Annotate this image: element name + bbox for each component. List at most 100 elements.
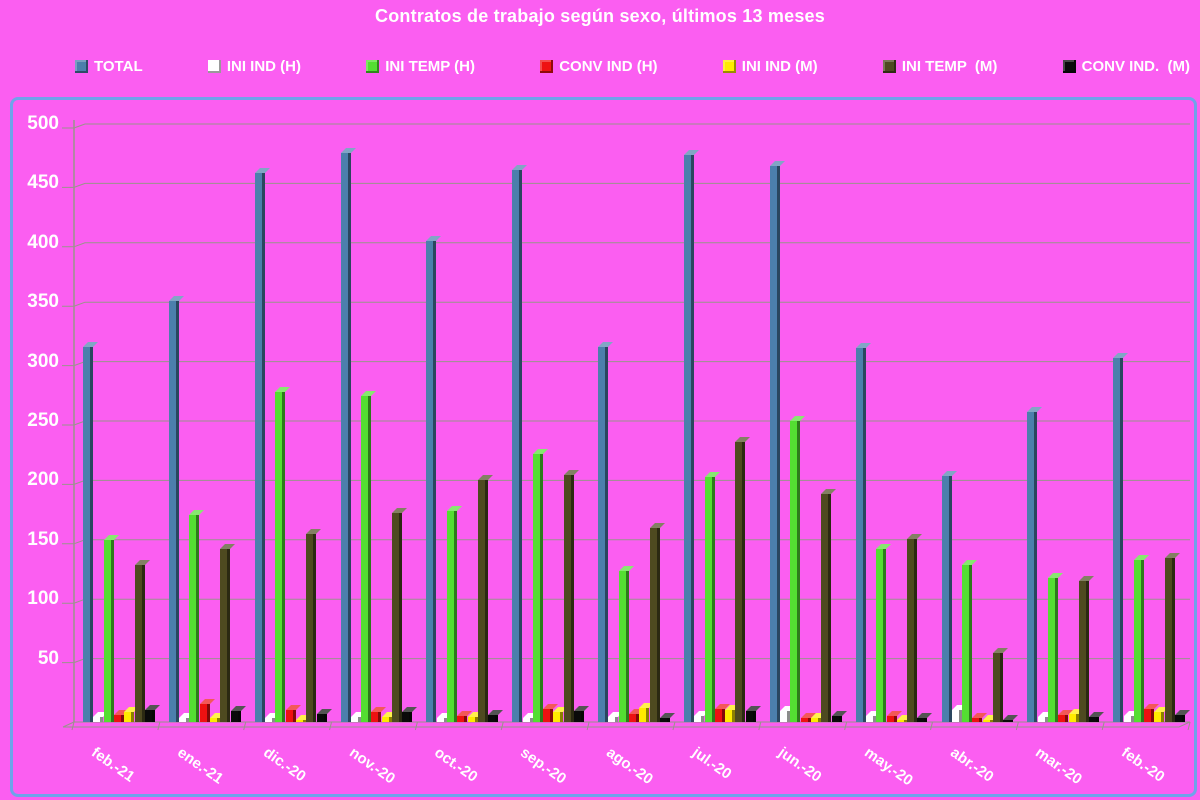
legend-label: TOTAL (94, 58, 143, 75)
legend-item-4: CONV IND (H) (540, 58, 658, 75)
bar-total-jul-20 (683, 150, 699, 722)
bar-ini-ind-h-may-20 (865, 711, 881, 722)
legend-item-1: TOTAL (75, 58, 143, 75)
bar-ini-temp-m-feb-20 (1164, 553, 1180, 722)
bar-ini-ind-m-dic-20 (295, 714, 311, 722)
bar-ini-ind-h-jul-20 (694, 711, 710, 722)
legend: TOTAL INI IND (H) INI TEMP (H) CONV IND (H)… (75, 58, 1190, 75)
y-axis-label: 150 (27, 528, 59, 550)
bar-conv-ind-h-oct-20 (457, 711, 473, 722)
bar-ini-temp-h-sep-20 (532, 448, 548, 722)
bar-conv-ind-h-jun-20 (800, 713, 816, 722)
legend-label: INI IND (M) (741, 58, 818, 75)
y-axis-label: 450 (27, 172, 59, 194)
bar-ini-temp-h-feb-21 (103, 535, 119, 722)
y-axis-label: 100 (27, 588, 59, 610)
bar-conv-ind-m-nov-20 (402, 707, 418, 722)
bar-total-feb-20 (1113, 353, 1129, 722)
bar-ini-ind-h-feb-20 (1123, 711, 1139, 722)
bar-ini-temp-m-mar-20 (1078, 575, 1094, 722)
bar-ini-ind-m-ago-20 (639, 702, 655, 722)
bar-conv-ind-m-mar-20 (1089, 712, 1105, 722)
plot-area: 50 100 150 200 250 300 350 400 450 500 feb.-21 ene.… (10, 97, 1197, 797)
bar-conv-ind-h-dic-20 (285, 705, 301, 722)
bar-ini-ind-m-sep-20 (553, 707, 569, 722)
legend-label: INI IND (H) (226, 58, 302, 75)
bar-ini-temp-h-nov-20 (361, 391, 377, 722)
bar-ini-temp-h-ago-20 (618, 566, 634, 722)
bar-ini-ind-h-oct-20 (436, 713, 452, 722)
bar-total-feb-21 (83, 341, 98, 722)
bar-ini-temp-h-feb-20 (1133, 555, 1149, 722)
bar-ini-temp-h-ene-21 (189, 510, 205, 722)
bar-ini-ind-m-mar-20 (1068, 708, 1084, 722)
legend-swatch-icon (882, 60, 896, 73)
bar-total-ene-21 (168, 296, 184, 722)
bar-ini-ind-h-ene-21 (179, 713, 195, 722)
bar-conv-ind-m-ene-21 (230, 706, 246, 722)
bar-ini-ind-h-sep-20 (522, 713, 538, 722)
y-axis-label: 50 (37, 647, 59, 669)
legend-label: INI TEMP (M) (901, 58, 998, 75)
bar-ini-ind-m-jul-20 (725, 705, 741, 722)
bar-ini-ind-h-jun-20 (780, 706, 796, 722)
bar-total-may-20 (855, 342, 871, 722)
bar-total-sep-20 (512, 164, 528, 722)
bar-ini-temp-h-may-20 (876, 543, 892, 722)
bar-conv-ind-m-dic-20 (316, 708, 332, 722)
bar-ini-temp-h-mar-20 (1047, 573, 1063, 722)
bar-ini-temp-h-jun-20 (790, 416, 806, 722)
bar-ini-temp-m-jun-20 (821, 488, 837, 722)
bar-conv-ind-m-jul-20 (745, 706, 761, 722)
y-axis-label: 350 (27, 291, 59, 313)
bar-ini-temp-m-jul-20 (735, 436, 751, 722)
bar-ini-ind-h-feb-21 (93, 712, 109, 722)
bar-ini-ind-m-ene-21 (210, 713, 226, 722)
bar-conv-ind-h-feb-21 (113, 709, 129, 722)
bar-ini-ind-m-nov-20 (381, 712, 397, 722)
bar-conv-ind-m-oct-20 (488, 709, 504, 722)
bar-ini-ind-m-feb-21 (124, 707, 140, 722)
bar-conv-ind-m-ago-20 (659, 713, 675, 722)
y-axis-label: 250 (27, 410, 59, 431)
bar-ini-temp-m-ago-20 (649, 523, 665, 722)
bar-conv-ind-m-sep-20 (574, 706, 590, 722)
legend-swatch-icon (1062, 60, 1076, 73)
bar-total-ago-20 (598, 341, 614, 722)
legend-item-6: INI TEMP (M) (882, 58, 998, 75)
bar-ini-ind-m-abr-20 (982, 714, 998, 722)
bar-conv-ind-h-sep-20 (543, 703, 559, 722)
bar-ini-ind-m-may-20 (896, 714, 912, 722)
bar-ini-temp-h-jul-20 (704, 472, 720, 722)
legend-swatch-icon (540, 60, 554, 73)
bar-ini-temp-m-ene-21 (220, 543, 236, 722)
bar-ini-temp-h-abr-20 (962, 560, 978, 722)
bar-ini-ind-m-jun-20 (811, 713, 826, 722)
legend-swatch-icon (207, 60, 221, 73)
bar-conv-ind-h-may-20 (886, 711, 902, 722)
bar-total-oct-20 (426, 235, 442, 722)
bar-ini-temp-h-dic-20 (275, 386, 291, 722)
bar-ini-ind-h-nov-20 (350, 712, 366, 722)
y-axis-label: 500 (27, 113, 59, 134)
bar-conv-ind-h-abr-20 (972, 713, 988, 722)
bar-ini-ind-h-abr-20 (951, 705, 967, 722)
bar-conv-ind-h-ago-20 (629, 708, 644, 722)
bar-ini-temp-m-abr-20 (993, 648, 1008, 722)
legend-swatch-icon (75, 60, 88, 73)
bar-ini-ind-m-oct-20 (467, 712, 483, 722)
bar-conv-ind-m-may-20 (917, 713, 933, 722)
chart-title: Contratos de trabajo según sexo, últimos… (375, 6, 825, 26)
bar-ini-temp-m-sep-20 (563, 469, 579, 722)
bar-total-mar-20 (1027, 406, 1043, 722)
bar-conv-ind-h-ene-21 (199, 699, 215, 722)
legend-label: INI TEMP (H) (385, 58, 475, 75)
legend-item-2: INI IND (H) (207, 58, 302, 75)
bar-conv-ind-m-feb-21 (144, 705, 160, 722)
bar-ini-temp-h-oct-20 (447, 505, 462, 722)
bar-ini-temp-m-feb-21 (134, 560, 150, 722)
y-axis-label: 400 (27, 231, 59, 253)
bar-ini-ind-h-dic-20 (265, 713, 280, 722)
y-axis-label: 300 (27, 350, 59, 372)
